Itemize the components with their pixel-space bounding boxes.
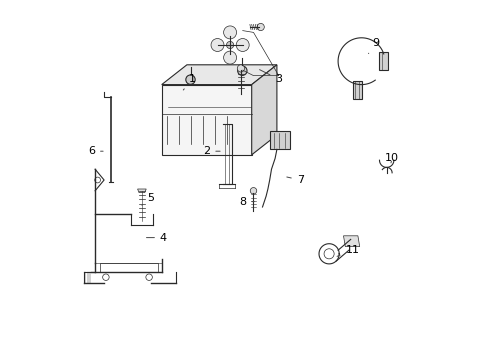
Circle shape [250,188,256,194]
Circle shape [237,65,244,72]
Polygon shape [343,236,359,247]
Text: 10: 10 [385,153,398,163]
Circle shape [223,26,236,39]
Polygon shape [162,65,276,85]
Text: 9: 9 [368,38,379,54]
Text: 3: 3 [259,69,282,84]
Polygon shape [378,52,387,70]
Polygon shape [269,131,289,149]
Circle shape [185,75,195,84]
Text: 2: 2 [203,146,220,156]
Circle shape [223,51,236,64]
Circle shape [237,66,246,76]
Text: 5: 5 [142,193,154,205]
Text: 7: 7 [286,175,303,185]
Circle shape [257,23,264,31]
Text: 11: 11 [336,245,359,256]
Circle shape [226,41,233,49]
Text: 6: 6 [88,146,103,156]
Circle shape [236,39,249,51]
Polygon shape [251,65,276,155]
Polygon shape [352,81,361,99]
Text: 1: 1 [183,74,195,90]
Polygon shape [137,189,146,193]
Text: 8: 8 [239,197,254,207]
Polygon shape [162,85,251,155]
Text: 4: 4 [146,233,167,243]
Circle shape [211,39,224,51]
